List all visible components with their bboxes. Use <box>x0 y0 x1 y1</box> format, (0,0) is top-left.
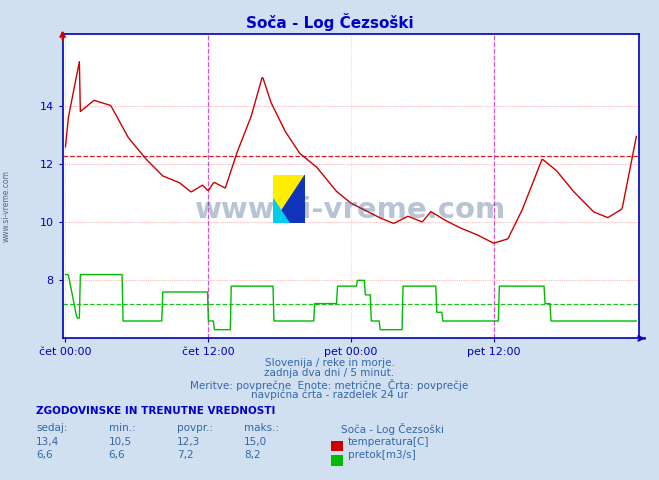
Text: temperatura[C]: temperatura[C] <box>348 437 430 447</box>
Text: ZGODOVINSKE IN TRENUTNE VREDNOSTI: ZGODOVINSKE IN TRENUTNE VREDNOSTI <box>36 406 275 416</box>
Text: Soča - Log Čezsoški: Soča - Log Čezsoški <box>246 12 413 31</box>
Text: www.si-vreme.com: www.si-vreme.com <box>2 170 11 242</box>
Text: 6,6: 6,6 <box>36 450 53 460</box>
Text: www.si-vreme.com: www.si-vreme.com <box>195 196 507 224</box>
Text: pretok[m3/s]: pretok[m3/s] <box>348 450 416 460</box>
Polygon shape <box>273 175 305 223</box>
Polygon shape <box>273 175 305 223</box>
Text: maks.:: maks.: <box>244 423 279 433</box>
Text: zadnja dva dni / 5 minut.: zadnja dva dni / 5 minut. <box>264 368 395 378</box>
Text: Meritve: povprečne  Enote: metrične  Črta: povprečje: Meritve: povprečne Enote: metrične Črta:… <box>190 379 469 391</box>
Text: 6,6: 6,6 <box>109 450 125 460</box>
Text: navpična črta - razdelek 24 ur: navpična črta - razdelek 24 ur <box>251 389 408 400</box>
Text: 8,2: 8,2 <box>244 450 260 460</box>
Text: 7,2: 7,2 <box>177 450 193 460</box>
Text: povpr.:: povpr.: <box>177 423 213 433</box>
Text: 12,3: 12,3 <box>177 437 200 447</box>
Text: 15,0: 15,0 <box>244 437 267 447</box>
Text: Slovenija / reke in morje.: Slovenija / reke in morje. <box>264 358 395 368</box>
Text: 13,4: 13,4 <box>36 437 59 447</box>
Text: sedaj:: sedaj: <box>36 423 68 433</box>
Text: 10,5: 10,5 <box>109 437 132 447</box>
Polygon shape <box>273 199 289 223</box>
Text: min.:: min.: <box>109 423 136 433</box>
Text: Soča - Log Čezsoški: Soča - Log Čezsoški <box>341 423 444 435</box>
